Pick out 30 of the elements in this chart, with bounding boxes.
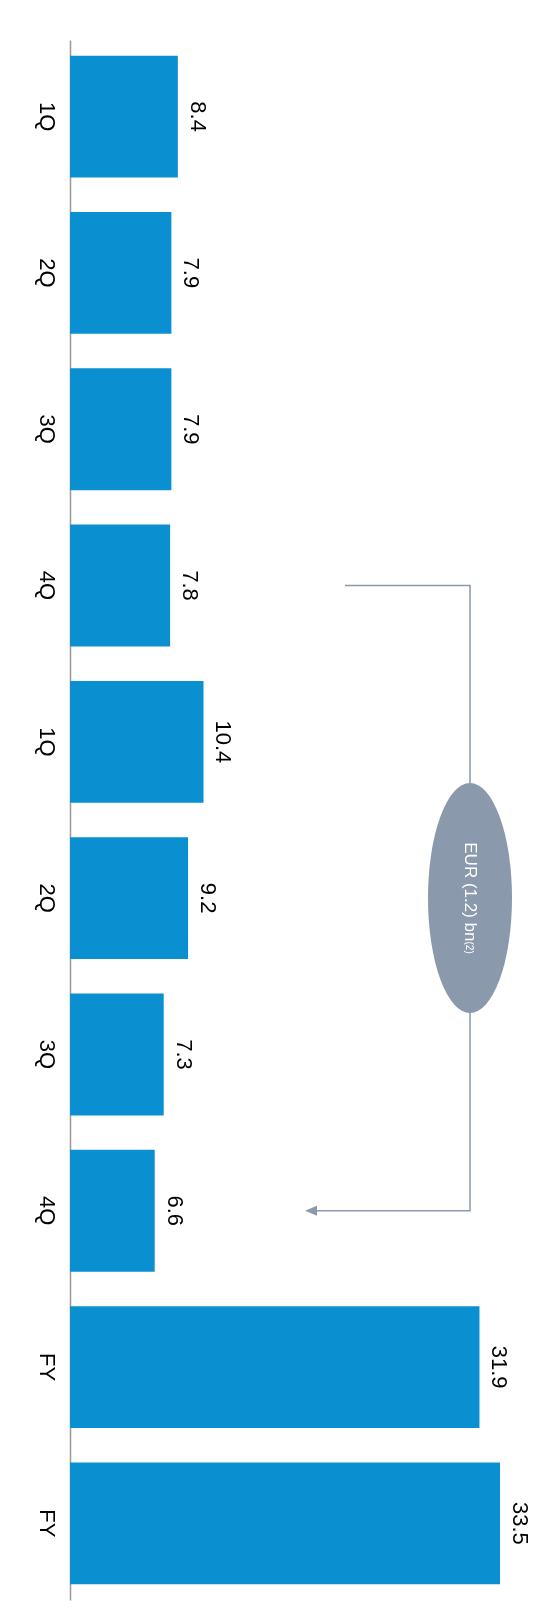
data-label: 31.9 bbox=[487, 1345, 513, 1389]
y-tick-label: 4Q bbox=[34, 570, 60, 601]
y-tick-label: FY bbox=[34, 1353, 60, 1382]
bar bbox=[70, 1149, 155, 1272]
y-tick-label: 4Q bbox=[34, 1196, 60, 1226]
data-label: 6.6 bbox=[162, 1195, 188, 1227]
bar bbox=[70, 368, 172, 491]
y-tick-label: 1Q bbox=[34, 727, 60, 757]
bar bbox=[70, 1462, 500, 1585]
data-label: 33.5 bbox=[508, 1501, 533, 1545]
bar bbox=[70, 993, 164, 1116]
y-tick-label: 1Q bbox=[34, 101, 60, 132]
y-tick-label: 3Q bbox=[34, 414, 60, 444]
data-label: 7.3 bbox=[171, 1039, 197, 1070]
bar bbox=[70, 680, 204, 803]
data-label: 7.9 bbox=[179, 257, 205, 289]
y-tick-label: 2Q bbox=[34, 258, 60, 288]
data-label: 9.2 bbox=[196, 882, 222, 914]
y-tick-label: 2Q bbox=[34, 883, 60, 913]
data-label: 7.8 bbox=[178, 570, 204, 601]
data-label: 10.4 bbox=[211, 720, 237, 764]
data-label: 7.9 bbox=[179, 413, 205, 445]
bar bbox=[70, 837, 189, 960]
y-tick-label: 3Q bbox=[34, 1039, 60, 1070]
y-tick-label: FY bbox=[34, 1509, 60, 1538]
bar bbox=[70, 1306, 480, 1429]
bar bbox=[70, 524, 171, 647]
bar bbox=[70, 211, 172, 334]
bar bbox=[70, 55, 178, 178]
data-label: 8.4 bbox=[185, 101, 211, 132]
